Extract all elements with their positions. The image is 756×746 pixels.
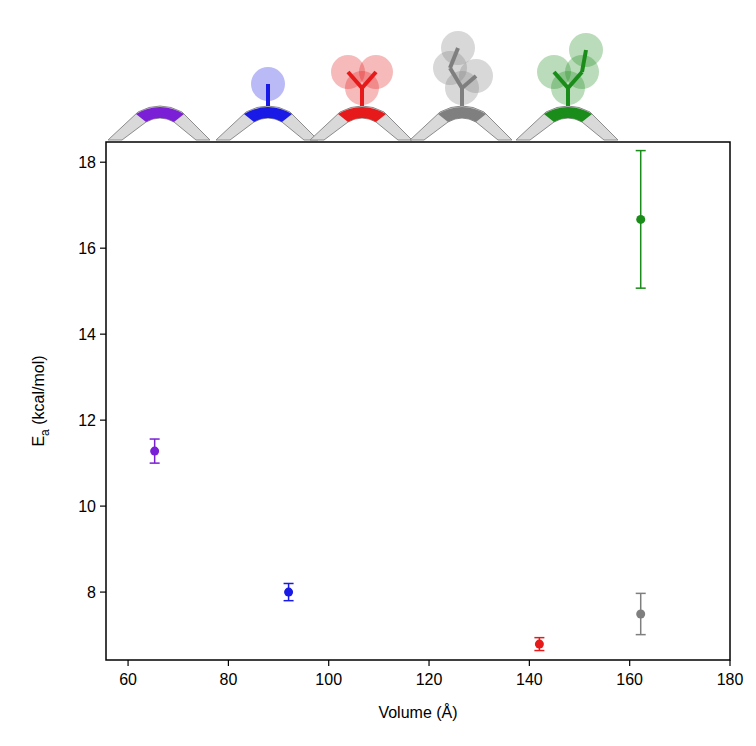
ribbon	[216, 106, 318, 140]
y-tick	[100, 591, 106, 592]
ribbon	[410, 106, 512, 140]
error-bar	[636, 151, 646, 289]
bond	[266, 84, 270, 106]
error-bar	[150, 439, 160, 463]
bond	[348, 72, 362, 88]
helix-icon	[108, 106, 210, 140]
ribbon-highlight	[136, 107, 184, 122]
y-tick-label: 12	[78, 412, 96, 429]
ribbon	[516, 106, 618, 140]
y-tick-label: 18	[78, 154, 96, 171]
x-tick	[729, 660, 730, 666]
residue-icons	[108, 31, 618, 140]
helix-icon	[516, 33, 618, 140]
x-tick	[529, 660, 530, 666]
y-tick-label: 16	[78, 240, 96, 257]
data-point	[150, 447, 159, 456]
error-bar	[636, 593, 646, 634]
y-tick	[100, 334, 106, 335]
x-tick	[228, 660, 229, 666]
data-point	[636, 610, 645, 619]
x-tick	[328, 660, 329, 666]
y-tick	[100, 420, 106, 421]
x-tick-label: 80	[219, 671, 237, 688]
y-tick-label: 8	[87, 584, 96, 601]
helix-icon	[310, 55, 412, 140]
ribbon-highlight	[338, 107, 386, 122]
x-tick-label: 160	[616, 671, 643, 688]
y-tick-label: 14	[78, 326, 96, 343]
ribbon-highlight	[544, 107, 592, 122]
helix-icon	[216, 67, 318, 140]
bond	[460, 88, 464, 106]
data-marks	[150, 151, 646, 651]
error-bar	[534, 638, 544, 651]
y-tick	[100, 506, 106, 507]
y-axis-title: Ea (kcal/mol)	[30, 355, 52, 446]
data-point	[535, 640, 544, 649]
x-tick-label: 60	[119, 671, 137, 688]
ribbon	[108, 106, 210, 140]
x-tick	[629, 660, 630, 666]
atom-sphere	[459, 59, 493, 93]
x-tick-label: 140	[516, 671, 543, 688]
y-tick	[100, 248, 106, 249]
x-tick	[428, 660, 429, 666]
x-tick-label: 100	[315, 671, 342, 688]
bond	[554, 72, 568, 88]
plot-frame	[106, 142, 730, 660]
error-bar	[284, 583, 294, 600]
y-tick-label: 10	[78, 498, 96, 515]
bond	[450, 48, 458, 68]
x-tick-label: 120	[416, 671, 443, 688]
x-tick	[127, 660, 128, 666]
y-tick	[100, 162, 106, 163]
helix-icon	[410, 31, 512, 140]
bond	[360, 88, 364, 106]
bond	[462, 76, 476, 88]
chart: 8 10 12 14 16 18 60 80 100 120 140 160 180 Volume (Å)…	[0, 0, 756, 746]
ribbon-highlight	[438, 107, 486, 122]
bond	[566, 88, 570, 106]
x-tick-label: 180	[717, 671, 744, 688]
data-point	[636, 215, 645, 224]
bond	[362, 72, 376, 88]
bond	[450, 68, 462, 88]
atom-sphere	[359, 55, 393, 89]
bond	[582, 50, 586, 72]
ribbon	[310, 106, 412, 140]
data-point	[284, 588, 293, 597]
x-axis-title: Volume (Å)	[378, 703, 457, 721]
ribbon-highlight	[244, 107, 292, 122]
bond	[568, 72, 582, 88]
